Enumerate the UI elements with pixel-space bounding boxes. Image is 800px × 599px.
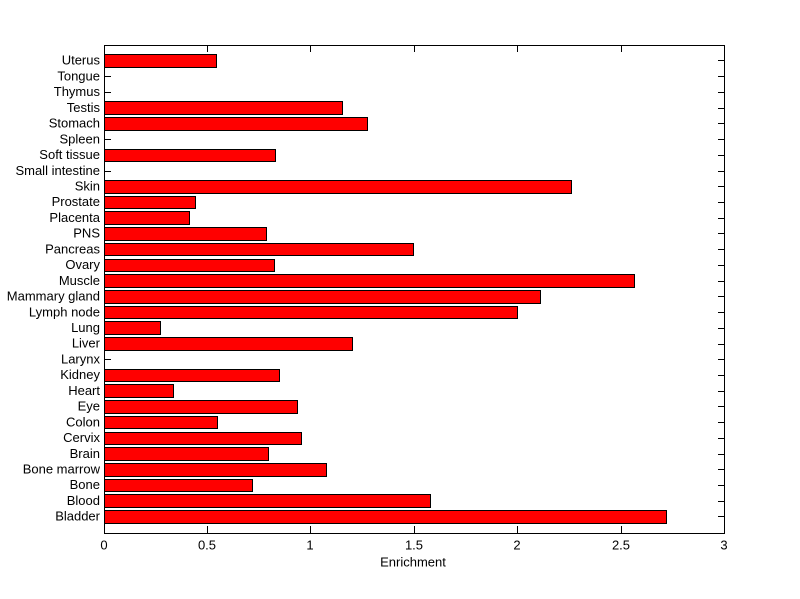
svg-text:Spleen: Spleen — [60, 131, 100, 146]
svg-text:Colon: Colon — [66, 414, 100, 429]
svg-text:Lung: Lung — [71, 320, 100, 335]
svg-text:Thymus: Thymus — [54, 84, 101, 99]
svg-text:2: 2 — [513, 538, 520, 553]
svg-text:Lymph node: Lymph node — [29, 304, 100, 319]
svg-text:Mammary gland: Mammary gland — [7, 289, 100, 304]
svg-text:Placenta: Placenta — [49, 210, 100, 225]
svg-text:0.5: 0.5 — [198, 538, 216, 553]
svg-text:2.5: 2.5 — [612, 538, 630, 553]
svg-text:Bone marrow: Bone marrow — [23, 462, 101, 477]
svg-text:PNS: PNS — [73, 226, 100, 241]
svg-text:3: 3 — [720, 538, 727, 553]
svg-text:Kidney: Kidney — [60, 367, 100, 382]
svg-text:Enrichment: Enrichment — [380, 554, 446, 569]
svg-text:Cervix: Cervix — [63, 430, 100, 445]
svg-text:Larynx: Larynx — [61, 351, 101, 366]
svg-text:Pancreas: Pancreas — [45, 241, 100, 256]
svg-text:Testis: Testis — [67, 100, 101, 115]
svg-text:Heart: Heart — [68, 383, 100, 398]
svg-text:Eye: Eye — [78, 399, 100, 414]
svg-text:Brain: Brain — [70, 446, 100, 461]
svg-text:Tongue: Tongue — [57, 68, 100, 83]
svg-text:Small intestine: Small intestine — [15, 163, 100, 178]
svg-text:Stomach: Stomach — [49, 116, 100, 131]
svg-text:Bladder: Bladder — [55, 509, 100, 524]
svg-text:1.5: 1.5 — [405, 538, 423, 553]
svg-text:Soft tissue: Soft tissue — [39, 147, 100, 162]
svg-text:1: 1 — [306, 538, 313, 553]
svg-text:0: 0 — [100, 538, 107, 553]
svg-text:Blood: Blood — [67, 493, 100, 508]
svg-text:Ovary: Ovary — [65, 257, 100, 272]
svg-text:Prostate: Prostate — [52, 194, 100, 209]
svg-text:Muscle: Muscle — [59, 273, 100, 288]
svg-text:Uterus: Uterus — [62, 53, 101, 68]
svg-text:Skin: Skin — [75, 178, 100, 193]
svg-text:Bone: Bone — [70, 477, 100, 492]
svg-text:Liver: Liver — [72, 336, 101, 351]
